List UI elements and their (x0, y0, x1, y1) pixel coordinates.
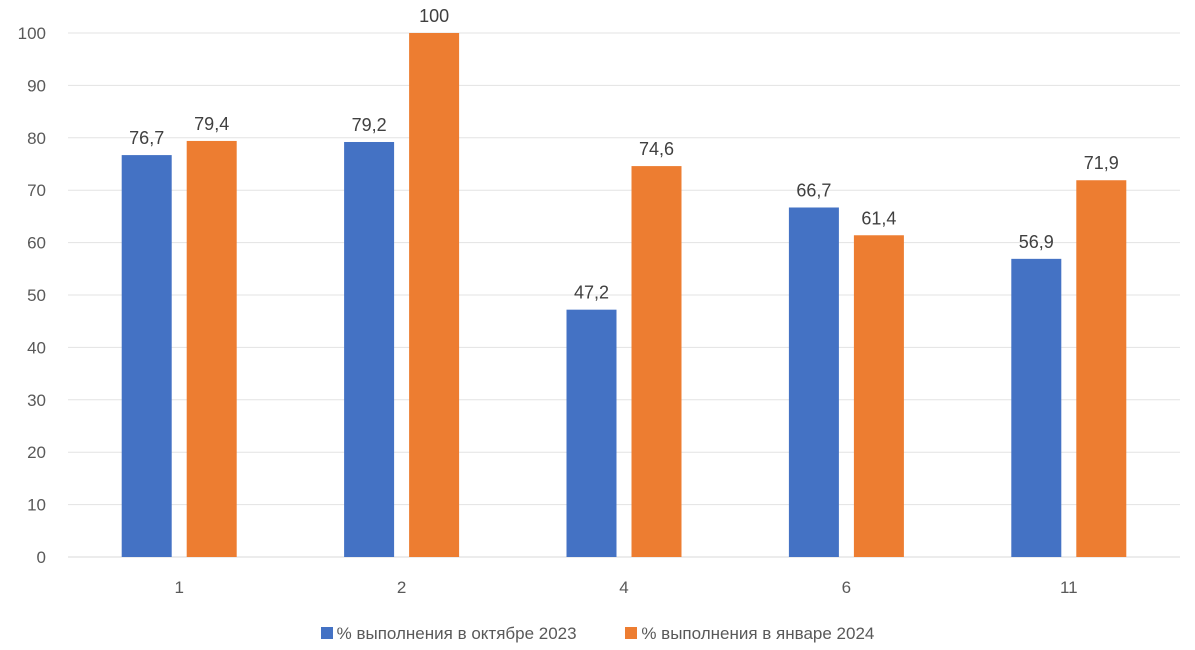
x-tick-label: 6 (842, 578, 851, 597)
gridlines (68, 32, 1180, 558)
y-tick-label: 10 (27, 496, 46, 515)
data-label: 56,9 (1019, 232, 1054, 252)
data-label: 47,2 (574, 283, 609, 303)
data-label: 79,4 (194, 114, 229, 134)
legend: % выполнения в октябре 2023 % выполнения… (0, 624, 1195, 644)
y-tick-label: 30 (27, 391, 46, 410)
x-tick-label: 4 (619, 578, 628, 597)
y-tick-label: 100 (18, 24, 46, 43)
data-label: 100 (419, 6, 449, 26)
y-tick-label: 40 (27, 338, 46, 357)
y-tick-label: 0 (37, 548, 46, 567)
legend-item-october-2023: % выполнения в октябре 2023 (320, 624, 577, 644)
data-label: 74,6 (639, 139, 674, 159)
legend-swatch-october-2023 (320, 627, 333, 639)
data-label: 76,7 (129, 128, 164, 148)
legend-label-january-2024: % выполнения в январе 2024 (641, 624, 875, 643)
bar (1011, 258, 1062, 557)
y-tick-label: 20 (27, 443, 46, 462)
x-tick-label: 1 (174, 578, 183, 597)
legend-label-october-2023: % выполнения в октябре 2023 (336, 624, 577, 643)
bar (1076, 180, 1127, 557)
y-tick-label: 90 (27, 76, 46, 95)
data-label: 66,7 (796, 180, 831, 200)
bar (344, 141, 395, 557)
bar (409, 33, 460, 557)
legend-item-january-2024: % выполнения в январе 2024 (625, 624, 874, 644)
bar (186, 140, 237, 557)
x-tick-label: 2 (397, 578, 406, 597)
bar (853, 235, 904, 557)
bars: 76,7 79,4 79,2 100 47,2 74,6 66,7 61,4 56,9 71,9 (121, 6, 1127, 558)
legend-swatch-january-2024 (625, 627, 638, 639)
y-axis: 0 10 20 30 40 50 60 70 80 90 100 (18, 24, 46, 567)
y-tick-label: 80 (27, 129, 46, 148)
x-tick-label: 11 (1060, 578, 1078, 597)
y-tick-label: 50 (27, 286, 46, 305)
x-axis: 1 2 4 6 11 (174, 578, 1077, 597)
data-label: 79,2 (352, 115, 387, 135)
bar (631, 166, 682, 557)
data-label: 61,4 (861, 208, 896, 228)
bar (788, 207, 839, 557)
bar (121, 155, 172, 558)
data-label: 71,9 (1084, 153, 1119, 173)
bar (566, 309, 617, 557)
y-tick-label: 60 (27, 234, 46, 253)
y-tick-label: 70 (27, 181, 46, 200)
